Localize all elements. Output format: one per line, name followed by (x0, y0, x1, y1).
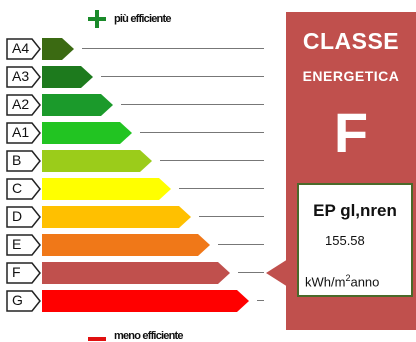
ep-label: EP gl,nren (313, 201, 397, 220)
ep-box: EP gl,nren 155.58 kWh/m2anno (297, 183, 413, 297)
class-bar-g (42, 290, 249, 312)
class-label-a4: A4 (12, 40, 30, 56)
class-bar-a4 (42, 38, 74, 60)
class-row-g: G (0, 290, 290, 312)
class-row-b: B (0, 150, 290, 172)
class-row-d: D (0, 206, 290, 228)
ep-unit-exponent: 2 (345, 273, 351, 283)
class-guide-line (179, 188, 264, 189)
class-guide-line (160, 160, 264, 161)
class-bar-f (42, 262, 230, 284)
class-tag-e: E (6, 234, 42, 256)
class-guide-line (140, 132, 264, 133)
class-tag-a3: A3 (6, 66, 42, 88)
minus-icon (88, 337, 106, 341)
class-tag-a4: A4 (6, 38, 42, 60)
legend-bottom-label: meno efficiente (114, 330, 183, 342)
class-bar-d (42, 206, 191, 228)
class-bar-a1 (42, 122, 132, 144)
ep-unit-suffix: anno (350, 274, 380, 290)
ep-value: 155.58 (325, 233, 365, 248)
class-label-a2: A2 (12, 96, 30, 112)
class-label-c: C (12, 180, 23, 196)
class-tag-c: C (6, 178, 42, 200)
class-tag-b: B (6, 150, 42, 172)
class-label-a3: A3 (12, 68, 30, 84)
energy-grade: F (333, 101, 369, 164)
class-label-a1: A1 (12, 124, 30, 140)
ep-unit-prefix: kWh/m (305, 274, 346, 290)
class-guide-line (238, 272, 264, 273)
class-bar-a3 (42, 66, 93, 88)
class-bar-a2 (42, 94, 113, 116)
class-tag-f: F (6, 262, 42, 284)
legend-top-label: più efficiente (114, 13, 171, 25)
class-guide-line (101, 76, 264, 77)
class-bar-b (42, 150, 152, 172)
class-row-c: C (0, 178, 290, 200)
class-guide-line (218, 244, 264, 245)
class-guide-line (199, 216, 264, 217)
class-row-a3: A3 (0, 66, 290, 88)
class-row-a2: A2 (0, 94, 290, 116)
panel-subtitle: ENERGETICA (302, 68, 400, 84)
class-guide-line (82, 48, 264, 49)
class-row-e: E (0, 234, 290, 256)
class-guide-line (121, 104, 264, 105)
class-row-a4: A4 (0, 38, 290, 60)
class-guide-line (257, 300, 264, 301)
class-bar-c (42, 178, 171, 200)
class-tag-a2: A2 (6, 94, 42, 116)
class-label-d: D (12, 208, 23, 224)
ep-unit: kWh/m2anno (305, 273, 379, 289)
class-label-e: E (12, 236, 22, 252)
panel-title: CLASSE (302, 28, 400, 54)
class-label-f: F (12, 264, 21, 280)
class-row-a1: A1 (0, 122, 290, 144)
class-row-f: F (0, 262, 290, 284)
class-label-g: G (12, 292, 23, 308)
class-label-b: B (12, 152, 22, 168)
class-tag-g: G (6, 290, 42, 312)
class-tag-d: D (6, 206, 42, 228)
plus-icon (88, 10, 106, 28)
class-tag-a1: A1 (6, 122, 42, 144)
current-class-pointer (266, 259, 288, 287)
class-bar-e (42, 234, 210, 256)
